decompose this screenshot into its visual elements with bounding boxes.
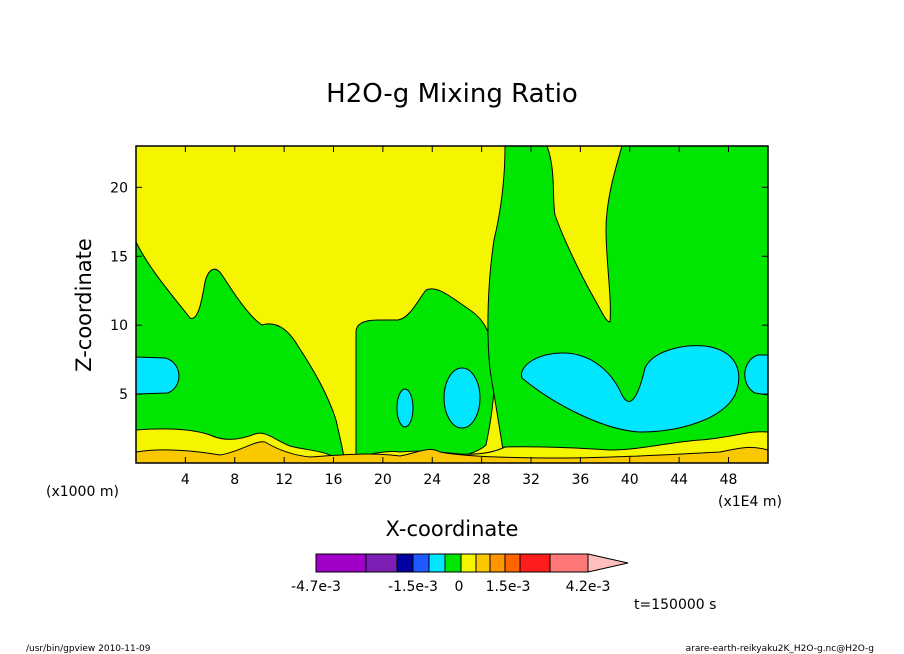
x-unit-left: (x1000 m) (46, 484, 119, 500)
colorbar-arrow (587, 553, 629, 573)
colorbar-label: -1.5e-3 (388, 579, 438, 595)
colorbar-swatch (475, 553, 491, 573)
footer-right: arare-earth-reikyaku2K_H2O-g.nc@H2O-g (686, 644, 874, 654)
colorbar (315, 553, 629, 573)
x-tick-label: 44 (670, 472, 688, 488)
y-axis: 5 10 15 20 (110, 180, 768, 403)
x-axis-title: X-coordinate (386, 517, 519, 541)
colorbar-swatch (396, 553, 414, 573)
colorbar-label: -4.7e-3 (291, 579, 341, 595)
moister-region-left (136, 356, 180, 395)
plot-frame (135, 145, 769, 464)
chart-title: H2O-g Mixing Ratio (326, 79, 578, 109)
colorbar-swatch (519, 553, 551, 573)
colorbar-label: 1.5e-3 (486, 579, 531, 595)
colorbar-swatch (549, 553, 589, 573)
footer-left: /usr/bin/gpview 2010-11-09 (26, 644, 151, 654)
moister-region-small (396, 388, 414, 428)
plot-area (136, 146, 768, 463)
colorbar-label: 4.2e-3 (566, 579, 611, 595)
y-tick-label: 15 (110, 249, 128, 265)
x-tick-label: 28 (473, 472, 491, 488)
moister-region-mid (443, 367, 481, 429)
x-tick-label: 12 (275, 472, 293, 488)
x-tick-label: 40 (621, 472, 639, 488)
x-unit-right: (x1E4 m) (718, 494, 782, 510)
colorbar-swatch (412, 553, 430, 573)
y-tick-label: 20 (110, 180, 128, 196)
colorbar-swatch (444, 553, 462, 573)
y-tick-label: 10 (110, 318, 128, 334)
x-tick-label: 16 (325, 472, 343, 488)
x-tick-label: 20 (374, 472, 392, 488)
colorbar-swatch (315, 553, 367, 573)
x-tick-label: 8 (230, 472, 239, 488)
x-tick-label: 48 (720, 472, 738, 488)
moist-region-left (136, 241, 346, 463)
x-tick-label: 32 (522, 472, 540, 488)
colorbar-swatch (489, 553, 506, 573)
x-tick-label: 4 (181, 472, 190, 488)
colorbar-label: 0 (455, 579, 464, 595)
colorbar-swatch (365, 553, 398, 573)
colorbar-labels: -4.7e-3 -1.5e-3 0 1.5e-3 4.2e-3 (291, 579, 610, 595)
y-tick-label: 5 (119, 387, 128, 403)
colorbar-swatch (460, 553, 477, 573)
moister-region-right-edge (744, 354, 768, 396)
x-tick-label: 36 (571, 472, 589, 488)
time-label: t=150000 s (634, 597, 716, 613)
moister-region-large (521, 345, 740, 433)
surface-level-fill (136, 441, 768, 463)
y-axis-title: Z-coordinate (72, 238, 96, 372)
x-tick-label: 24 (423, 472, 441, 488)
x-axis: 4 8 12 16 20 24 28 32 36 40 44 48 (181, 146, 738, 488)
colorbar-swatch (428, 553, 446, 573)
colorbar-swatch (504, 553, 521, 573)
